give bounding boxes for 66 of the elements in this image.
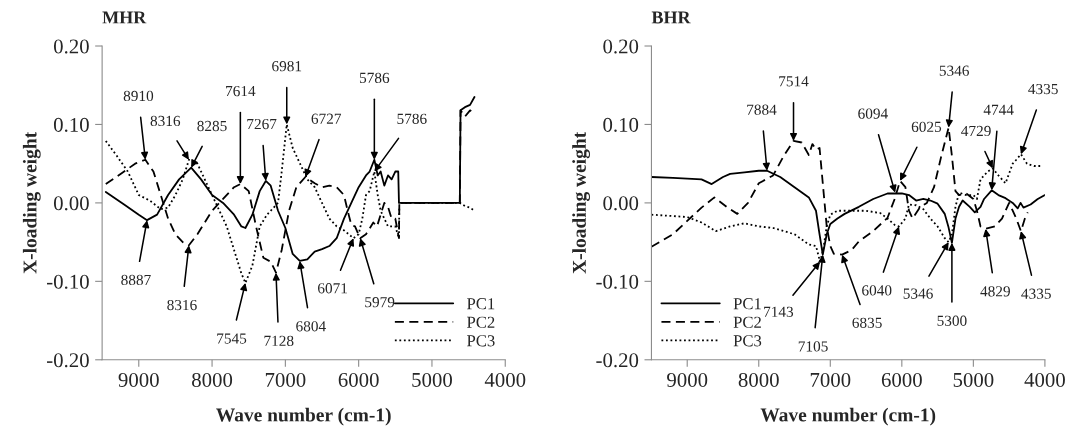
x-tick-label: 8000	[738, 372, 779, 387]
y-tick-label: 0.10	[53, 117, 89, 132]
y-tick-label: -0.20	[596, 353, 639, 368]
x-tick-label: 6000	[881, 372, 922, 387]
annotation: 5300	[937, 315, 967, 326]
x-tick-label: 5000	[412, 372, 452, 387]
x-axis-title: Wave number (cm-1)	[216, 407, 391, 426]
legend-label: PC2	[733, 316, 761, 328]
annotation: 6094	[858, 108, 888, 119]
annotation: 7128	[264, 335, 294, 346]
legend-label: PC2	[467, 316, 495, 328]
annotation: 7143	[764, 306, 794, 317]
x-tick-label: 4000	[484, 372, 526, 387]
annotation: 8910	[123, 90, 154, 102]
annotation: 5786	[359, 72, 390, 84]
annotation: 6835	[852, 317, 882, 328]
annotation: 7614	[226, 85, 256, 97]
annotation: 4829	[980, 286, 1010, 297]
annotation: 8285	[197, 120, 227, 132]
annotation: 6804	[296, 321, 326, 332]
x-tick-label: 8000	[192, 372, 233, 387]
annotation: 7545	[217, 333, 247, 344]
annotation: 7105	[798, 341, 828, 352]
annotation: 4335	[1028, 83, 1058, 95]
annotation: 4335	[1021, 288, 1051, 299]
x-tick-label: 9000	[118, 372, 159, 387]
x-axis-title: Wave number (cm-1)	[760, 407, 936, 426]
legend-label: PC1	[733, 298, 761, 310]
annotation: 4744	[983, 104, 1014, 115]
chart-title: BHR	[651, 11, 691, 24]
annotation: 6025	[911, 121, 942, 132]
annotation: 5979	[365, 297, 395, 308]
y-tick-label: 0.00	[603, 196, 639, 211]
x-tick-label: 7000	[810, 372, 851, 387]
annotation: 7514	[779, 76, 809, 87]
x-tick-label: 7000	[265, 372, 306, 387]
y-tick-label: -0.10	[596, 274, 639, 289]
annotation: 8887	[121, 274, 151, 286]
annotation: 5346	[939, 65, 969, 76]
y-axis-title: X-loading weight	[22, 131, 41, 274]
annotation: 7884	[747, 104, 777, 115]
y-tick-label: -0.20	[47, 353, 89, 368]
annotation: 8316	[167, 299, 197, 311]
annotation: 6040	[862, 285, 892, 296]
annotation: 7267	[247, 118, 277, 130]
legend-label: PC3	[733, 335, 762, 347]
annotation: 4729	[961, 125, 991, 137]
annotation: 8316	[150, 115, 181, 127]
y-tick-label: 0.10	[603, 117, 639, 132]
y-tick-label: 0.00	[53, 196, 89, 211]
x-tick-label: 4000	[1024, 372, 1065, 387]
annotation: 6981	[272, 61, 302, 72]
legend-label: PC1	[467, 298, 495, 310]
chart-title: MHR	[102, 11, 147, 24]
legend-label: PC3	[467, 335, 495, 347]
y-tick-label: 0.20	[603, 39, 639, 54]
annotation: 5786	[397, 113, 427, 124]
annotation: 5346	[903, 288, 933, 299]
x-tick-label: 6000	[338, 372, 379, 387]
x-tick-label: 5000	[953, 372, 994, 387]
annotation: 6071	[318, 283, 347, 294]
y-axis-title: X-loading weight	[572, 131, 590, 274]
x-tick-label: 9000	[667, 372, 708, 387]
y-tick-label: -0.10	[47, 274, 89, 289]
y-tick-label: 0.20	[53, 39, 89, 54]
annotation: 6727	[311, 113, 342, 124]
